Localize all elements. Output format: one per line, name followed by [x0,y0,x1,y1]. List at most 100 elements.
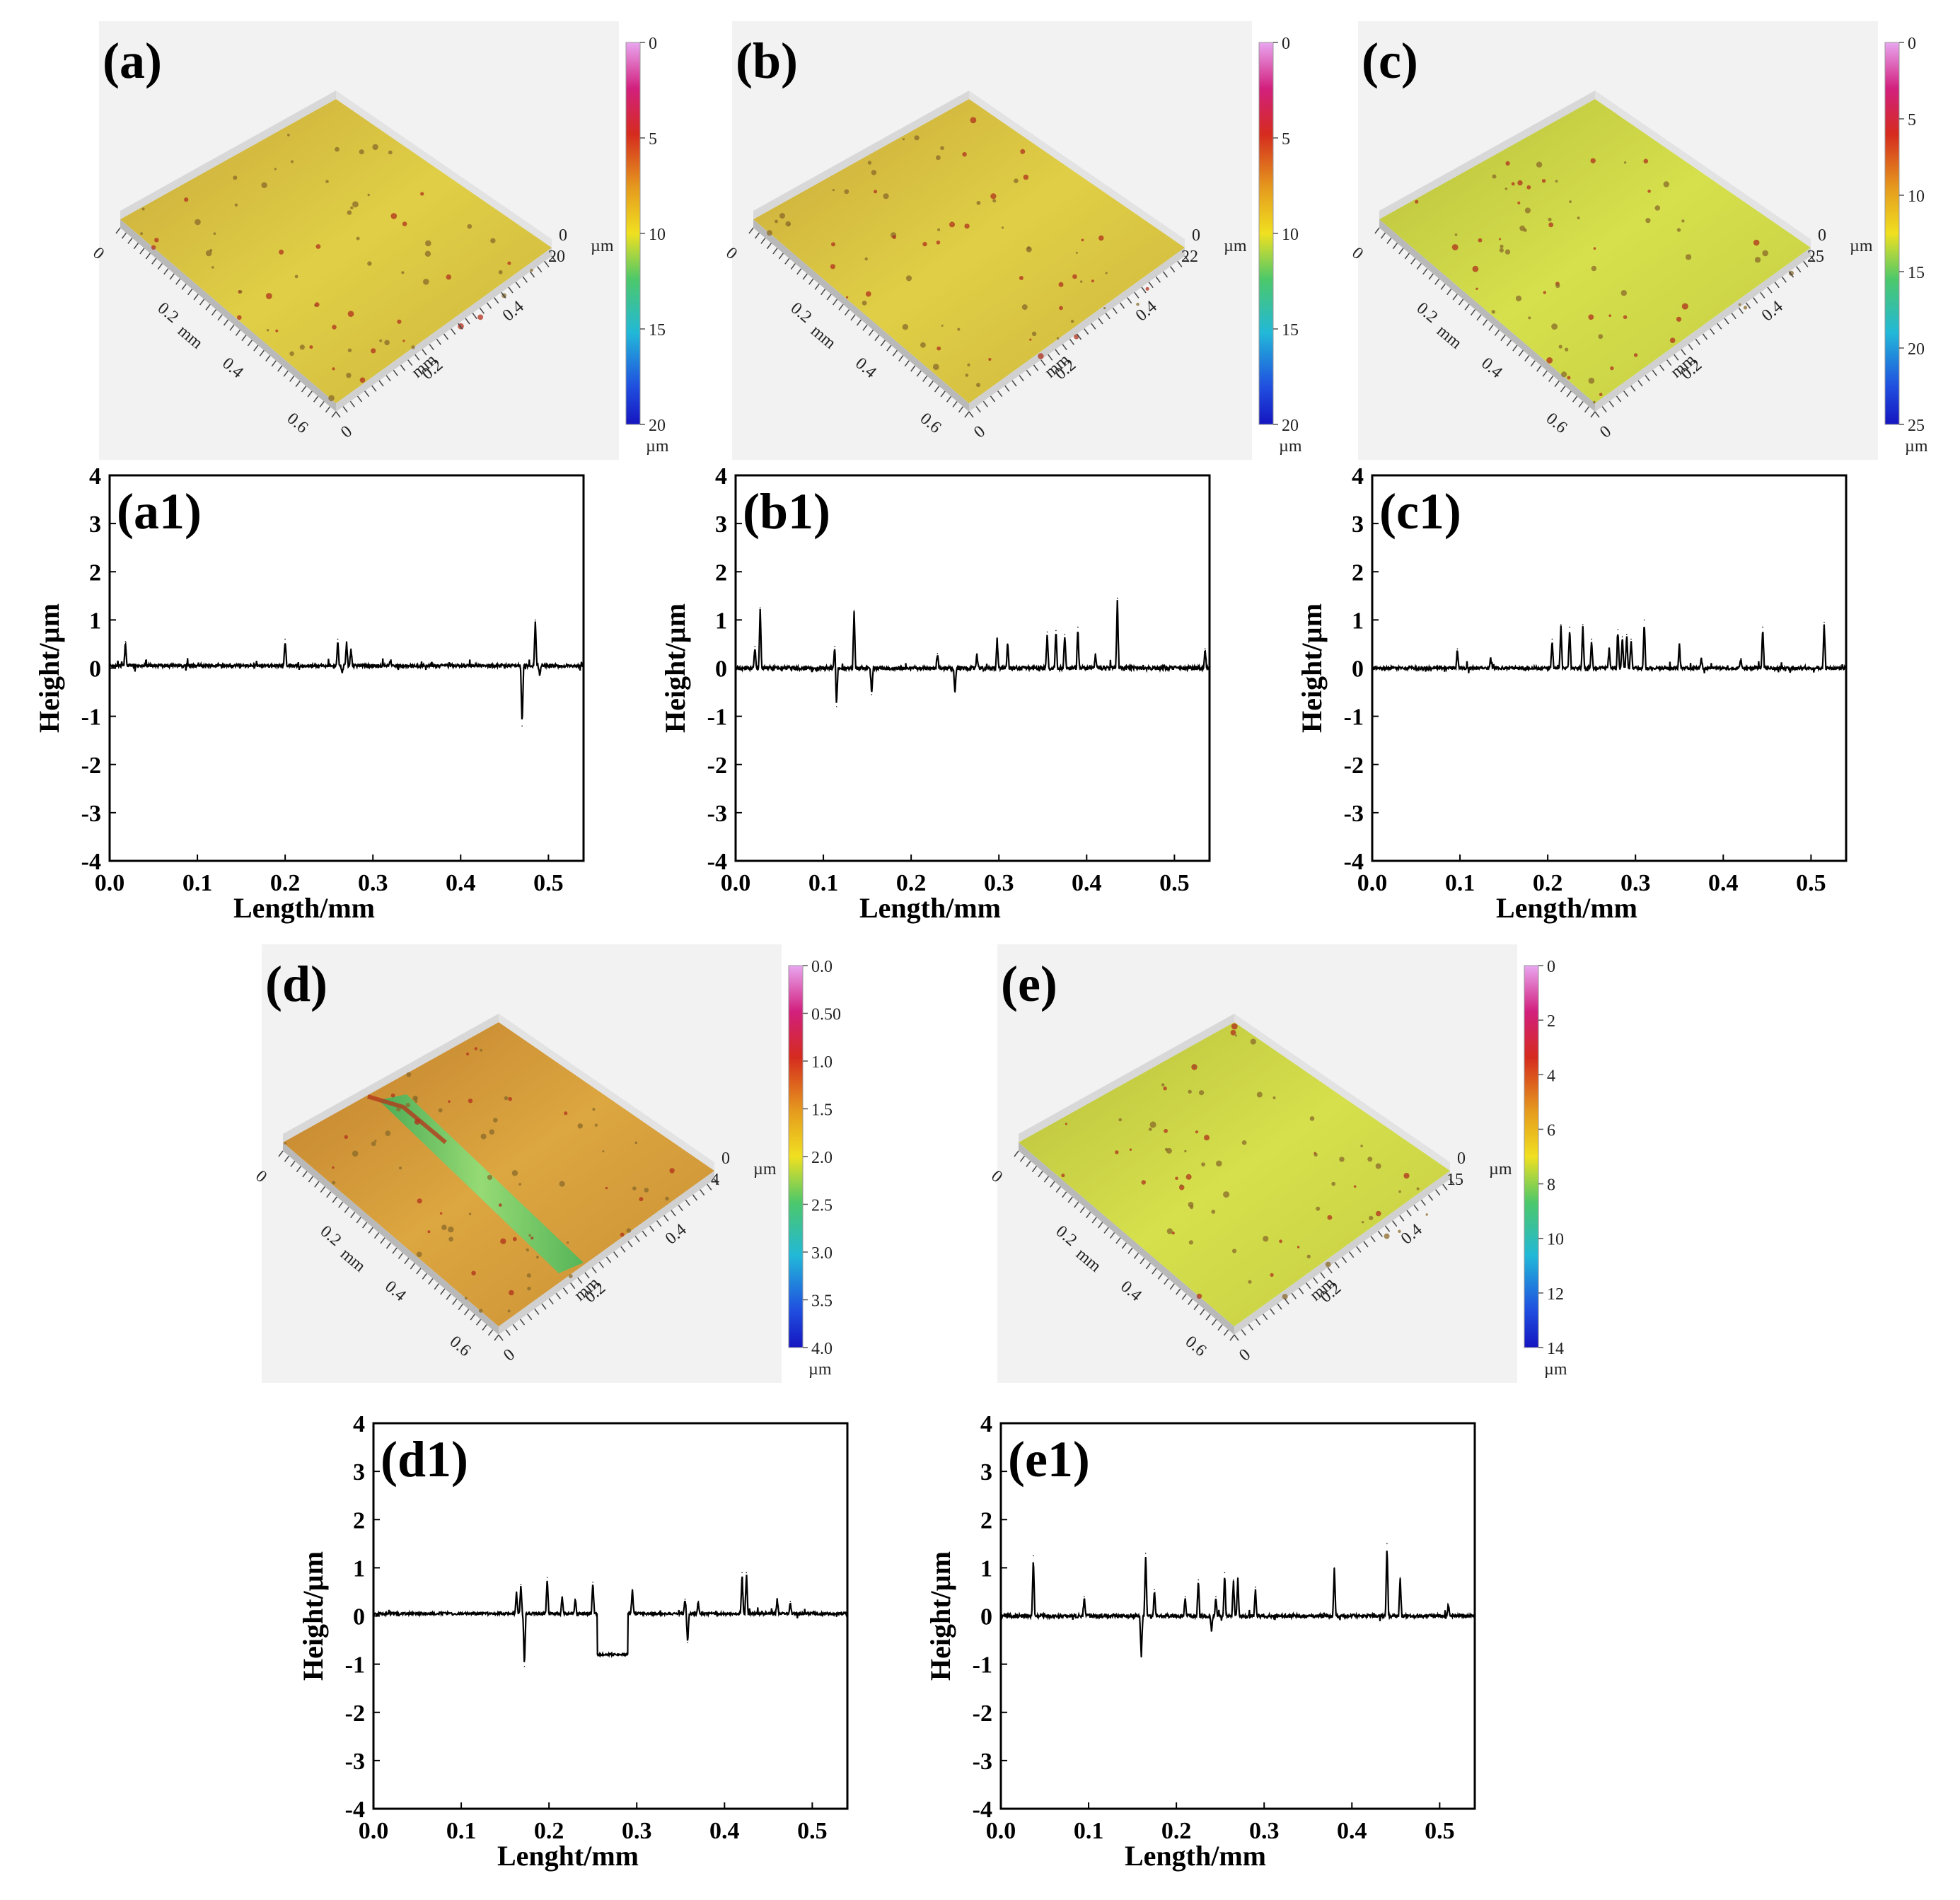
chart-label: (d1) [381,1431,468,1488]
axis-y-tickmark [598,1261,604,1268]
surface-pit [1199,1090,1205,1096]
y-axis-title: Height/µm [924,1551,956,1681]
profile-peak [1678,643,1681,645]
axis-x-tickmark [1470,309,1476,316]
axis-y-tickmark [1098,318,1103,325]
axis-x-tickmark [1440,283,1446,290]
x-tick-label: 0.2 [1161,1818,1192,1844]
profile-peak [592,1582,593,1583]
surface-pit [1234,1034,1237,1037]
surface-pit [1499,238,1502,241]
axis-z-unit: µm [1489,1160,1512,1178]
surface-pit [402,340,405,342]
surface-pit [359,377,366,383]
profile-peak [1456,648,1459,650]
axis-y-tickmark [649,1225,655,1232]
axis-y-tickmark [1449,1178,1455,1186]
profile-peak [996,638,998,640]
surface-pit [309,345,313,349]
profile-peak [834,646,835,647]
axis-x-tickmark [1512,344,1518,352]
axis-y-tickmark [1313,1277,1318,1284]
y-tick-label: 2 [353,1507,365,1534]
y-axis-title: Height/µm [297,1551,329,1681]
x-tick-label: 0.5 [1425,1818,1455,1844]
surface-pit [1136,303,1140,306]
surface-pit [1026,246,1032,253]
surface-pit [1548,217,1552,221]
surface-pit [500,1238,506,1244]
axis-y-tickmark [570,1282,576,1290]
surface-pit [1536,161,1543,168]
surface-pit [474,1047,477,1050]
axis-y-tickmark [975,406,981,413]
colorbar [1884,42,1900,425]
surface-pit [626,1228,632,1233]
surface-pit [1306,1254,1311,1258]
axis-y-tickmark [1062,344,1067,351]
axis-y-tickmark [1084,328,1089,335]
axis-y-tickmark [1616,395,1622,402]
axis-z-tick: 0 [721,1149,730,1168]
axis-x-tickmark [1554,381,1560,388]
axis-y-tickmark [458,323,463,330]
axis-y-tickmark [642,1230,647,1237]
x-tick-label: 0.1 [182,870,213,896]
surface-pit [509,1290,514,1296]
profile-peak [574,1598,576,1600]
surface-pit [564,1111,568,1116]
surface-pit [1762,250,1768,257]
surface-pit [592,1108,596,1111]
surface-topography [1379,99,1811,403]
axis-x-tickmark [392,1247,398,1254]
plate-side-right [336,248,552,412]
y-tick-label: 0 [1352,656,1364,683]
surface-pit [1061,1174,1065,1178]
surface-pit [402,221,407,226]
axis-x-tickmark [904,360,910,367]
surface-pit [1331,1181,1336,1186]
surface-pit [315,244,321,249]
profile-peak [1211,1630,1212,1631]
surface-pit [1555,180,1558,183]
axis-x-tickmark [127,237,133,244]
x-tick-label: 0.3 [1249,1818,1280,1844]
axis-x-tickmark [452,1298,458,1305]
axis-x-tickmark [416,1268,422,1275]
axis-y-tickmark [1255,1319,1261,1326]
y-tick-label: -1 [1344,705,1364,731]
axis-y-tickmark [1241,1329,1246,1336]
surface-pit [1353,1185,1357,1188]
surface-pit [871,170,877,175]
axis-y-tickmark [562,1287,569,1294]
surface-pit [1633,353,1638,357]
axis-y-tickmark [1717,323,1722,330]
profile-peak [337,638,339,640]
panel-label: (b) [736,33,798,89]
axis-x-tickmark [344,1206,349,1213]
axis-x-tickmark [1452,294,1458,301]
x-tick-label: 0.4 [709,1818,740,1844]
surface-pit [1070,320,1074,323]
colorbar-tick: 15 [1908,264,1925,282]
axis-y-tickmark [1384,1225,1391,1232]
surface-pit [962,152,967,157]
surface-panel-d: (d)00.20.40.6mm00.20.4mm04µm0.00.501.01.… [252,944,841,1383]
surface-pit [1610,366,1614,371]
axis-x-tickmark [1181,1293,1187,1300]
surface-pit [1327,1215,1333,1220]
axis-x-tickmark [833,299,838,306]
profile-peak [1608,648,1610,650]
axis-y-tickmark [678,1205,683,1212]
colorbar-tick: 0.50 [811,1006,841,1024]
surface-pit [902,138,905,141]
surface-pit [1314,1152,1318,1157]
colorbar-tick: 14 [1547,1340,1564,1358]
surface-pit [294,274,298,279]
surface-pit [487,1174,493,1180]
surface-pit [1175,1176,1178,1181]
y-tick-label: -3 [81,801,101,827]
axis-y-tickmark [364,390,370,398]
surface-pit [1454,233,1458,236]
